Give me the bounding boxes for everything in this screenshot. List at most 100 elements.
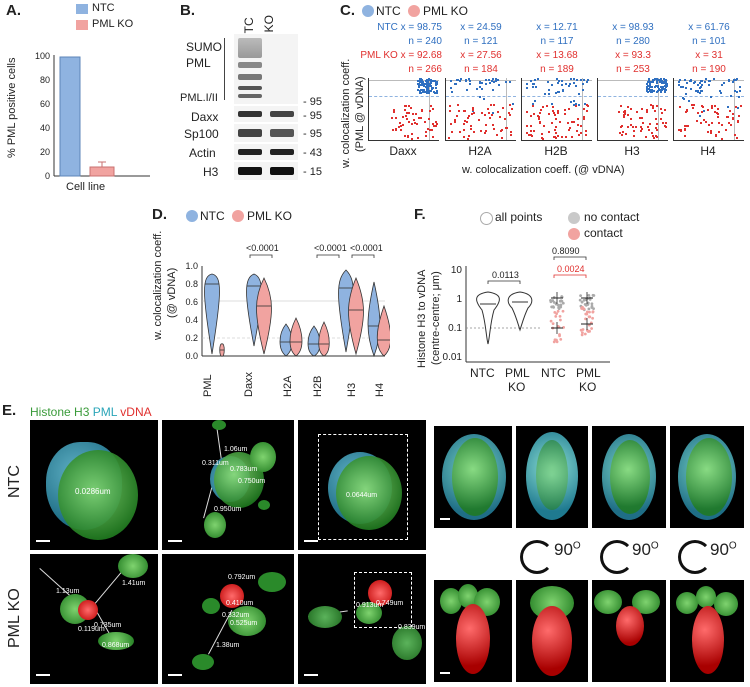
c-stat-pml: n = 266: [342, 64, 442, 75]
row-daxx: Daxx: [191, 110, 218, 124]
c-ylabel-2: (PML @ vDNA): [354, 76, 366, 152]
f-point: [579, 294, 582, 297]
c-scatter-area: [368, 78, 439, 141]
legend-pml-swatch: [76, 20, 88, 30]
measure: 1.38um: [216, 642, 239, 649]
ytick: 20: [40, 147, 50, 157]
f-point: [591, 302, 594, 305]
d-legend-pml-dot: [232, 210, 244, 222]
f-point: [549, 300, 552, 303]
micrograph-pml-3: 0.913um 0.749um 0.839um: [298, 554, 426, 684]
c-subplot-label: H2A: [445, 144, 515, 158]
ytick: 0.1: [448, 323, 462, 334]
f-point: [588, 315, 591, 318]
d-category-label: H3: [346, 383, 358, 397]
panel-a-yticks: 0 20 40 60 80 100: [35, 51, 50, 180]
f-point: [584, 313, 587, 316]
measure: 0.311um: [202, 460, 229, 467]
c-subplot-label: H2B: [521, 144, 591, 158]
measure: 0.0644um: [346, 492, 377, 499]
panel-d-chart: 0.0 0.2 0.4 0.6 0.8 1.0 <0.0001 <0.0001 …: [180, 226, 390, 386]
f-point: [562, 310, 565, 313]
pval: <0.0001: [314, 243, 347, 253]
title-histone: Histone H3: [30, 405, 89, 419]
f-point: [590, 327, 593, 330]
pval-contact: 0.0024: [557, 264, 585, 274]
f-point: [550, 306, 553, 309]
f-point: [591, 317, 594, 320]
f-xcat-ntc-2: NTC: [541, 366, 566, 380]
row-sp100: Sp100: [184, 127, 219, 141]
c-legend-pml-dot: [408, 5, 420, 17]
f-point: [587, 294, 590, 297]
f-xcat-ntc-1: NTC: [470, 366, 495, 380]
violin-ntc: [205, 274, 220, 354]
panel-e-letter: E.: [2, 402, 16, 419]
panel-f-letter: F.: [414, 206, 426, 223]
measure: 0.410um: [226, 600, 253, 607]
f-legend-contact-dot: [568, 228, 580, 240]
ytick: 0.01: [443, 352, 463, 363]
violin-pml: [290, 318, 302, 356]
d-ylabel-2: (@ vDNA): [166, 268, 178, 318]
d-category-label: H2B: [312, 376, 324, 397]
panel-a-xlabel: Cell line: [66, 181, 105, 193]
c-legend-pml: PML KO: [423, 4, 468, 18]
ytick: 100: [35, 51, 50, 61]
f-point: [554, 315, 557, 318]
measure: 0.792um: [228, 574, 255, 581]
c-stat-pml: n = 253: [597, 64, 669, 75]
ytick: 80: [40, 75, 50, 85]
c-stat-ntc: NTC x = 98.75: [342, 22, 442, 33]
rotation-label-1: 90O: [554, 540, 581, 560]
panel-a-chart: 0 20 40 60 80 100: [30, 45, 155, 180]
measure: 1.41um: [122, 580, 145, 587]
f-legend-all-dot: [480, 212, 493, 225]
f-point: [584, 317, 587, 320]
f-point: [584, 303, 587, 306]
c-stat-pml: n = 189: [521, 64, 593, 75]
f-xcat-pml-2: PML: [576, 366, 601, 380]
violin-pml: [319, 322, 330, 356]
c-subplot-label: H3: [597, 144, 667, 158]
ytick: 0: [45, 171, 50, 180]
measure: 0.950um: [214, 506, 241, 513]
row-h3: H3: [203, 165, 218, 179]
ytick: 10: [451, 265, 463, 276]
micrograph-ntc-3: 0.0644um: [298, 420, 426, 550]
f-point: [561, 300, 564, 303]
f-point: [581, 301, 584, 304]
measure: 0.868um: [102, 642, 129, 649]
f-ylabel-1: Histone H3 to vDNA: [416, 270, 428, 368]
measure: 0.839um: [398, 624, 425, 631]
c-scatter-area: [597, 78, 668, 141]
f-point: [559, 338, 562, 341]
pval: 0.0113: [492, 270, 519, 280]
row-label-pml: PML KO: [6, 588, 24, 648]
f-point: [558, 333, 561, 336]
c-legend-ntc: NTC: [376, 4, 401, 18]
panel-a-letter: A.: [6, 2, 21, 19]
c-xlabel: w. colocalization coeff. (@ vDNA): [462, 164, 625, 176]
title-vdna: vDNA: [120, 405, 151, 419]
legend-ntc-swatch: [76, 4, 88, 14]
ytick: 1: [456, 294, 462, 305]
c-stat-ntc: x = 24.59: [445, 22, 517, 33]
c-stat-ntc: n = 101: [673, 36, 745, 47]
blot-pml: [234, 34, 298, 104]
ytick: 0.6: [185, 297, 198, 307]
ytick: 1.0: [185, 261, 198, 271]
panel-a-ylabel: % PML positive cells: [6, 58, 18, 158]
micrograph-pml-1: 1.13um 1.41um 0.119um 0.735um 0.868um: [30, 554, 158, 684]
blot-actin: [234, 144, 298, 160]
f-point: [580, 329, 583, 332]
render-ntc-3: [592, 426, 666, 528]
micrograph-pml-2: 0.792um 0.410um 0.332um 0.525um 1.38um: [162, 554, 294, 684]
f-point: [559, 315, 562, 318]
c-stat-pml: x = 93.3: [597, 50, 669, 61]
marker-43: - 43: [303, 147, 322, 159]
c-stat-pml: x = 27.56: [445, 50, 517, 61]
ytick: 0.2: [185, 333, 198, 343]
rotate-arrow-icon: [600, 540, 634, 574]
f-legend-all: all points: [495, 210, 542, 224]
